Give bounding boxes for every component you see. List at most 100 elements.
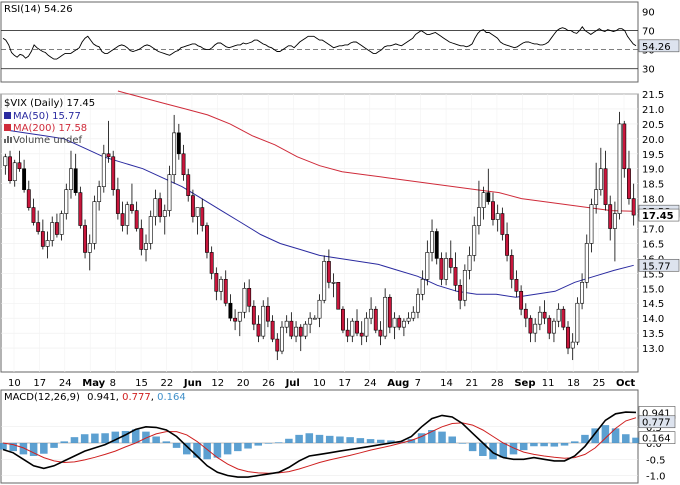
price-legend: MA(50) 15.77 MA(200) 17.58 Volume undef — [4, 111, 87, 146]
candle — [528, 315, 533, 343]
candle — [308, 312, 313, 334]
candle — [594, 162, 599, 214]
candle — [228, 294, 233, 322]
legend-ma200: MA(200) 17.58 — [13, 123, 87, 134]
candle — [378, 321, 383, 346]
candle — [341, 306, 345, 334]
candle-body-down — [111, 156, 116, 190]
candle-body-up — [87, 243, 92, 253]
candle — [289, 312, 294, 340]
macd-histogram-bar — [570, 441, 579, 443]
candle-body-up — [364, 317, 369, 337]
rsi-current-label: 54.26 — [642, 42, 671, 53]
candle — [69, 150, 73, 199]
candle-body-down — [270, 320, 275, 340]
candle-body-down — [378, 329, 383, 337]
macd-histogram-bar — [295, 434, 303, 443]
macd-histogram-bar — [346, 437, 354, 443]
candle-body-down — [8, 156, 12, 181]
candle — [589, 198, 594, 253]
candle — [542, 300, 547, 325]
macd-histogram-bar — [325, 435, 334, 443]
price-y-tick: 14.5 — [642, 299, 664, 310]
candle-body-up — [401, 320, 406, 328]
hist-current-box — [638, 431, 676, 444]
candle-body-up — [3, 156, 8, 167]
macd-histogram-bar — [428, 430, 436, 443]
candle — [317, 294, 322, 328]
macd-histogram-bar — [601, 425, 610, 443]
macd-histogram-bar — [183, 443, 191, 455]
candle — [205, 222, 209, 259]
candle — [78, 186, 83, 229]
candle-body-down — [603, 168, 608, 205]
candle-body-down — [298, 326, 303, 337]
price-current-label: 17.45 — [642, 211, 674, 222]
candle — [580, 273, 585, 310]
macd-histogram-bar — [274, 442, 283, 443]
candle-body-down — [265, 305, 270, 322]
candle — [298, 324, 303, 352]
candle-body-down — [275, 338, 280, 352]
candle — [575, 297, 580, 346]
candle — [331, 273, 336, 298]
x-tick-label: 7 — [415, 378, 421, 389]
candle — [223, 270, 228, 307]
candle — [176, 123, 181, 160]
price-y-tick: 19.5 — [642, 150, 664, 161]
candle-body-up — [533, 323, 538, 334]
candle — [401, 318, 406, 337]
candle — [233, 309, 238, 331]
legend-ma50: MA(50) 15.77 — [13, 111, 81, 122]
macd-y-tick: 0.5 — [646, 423, 662, 434]
x-tick-label: 10 — [8, 378, 21, 389]
candle-body-up — [64, 189, 69, 214]
candle — [111, 150, 116, 196]
macd-histogram-bar — [285, 438, 293, 443]
candle — [472, 216, 477, 262]
candle-body-up — [617, 123, 622, 214]
macd-histogram-bar — [121, 430, 130, 443]
price-y-tick: 13.0 — [642, 344, 664, 355]
candle — [303, 321, 308, 340]
candle-body-up — [331, 282, 336, 284]
candle-body-down — [448, 258, 453, 268]
macd-histogram-bar — [315, 434, 324, 443]
candle — [8, 150, 12, 184]
candle — [505, 222, 509, 262]
signal-current-box — [638, 415, 676, 429]
candle — [514, 270, 519, 298]
candle-body-down — [491, 201, 495, 220]
candle-body-up — [69, 168, 73, 190]
candle-body-up — [12, 162, 17, 181]
candle-body-up — [594, 189, 599, 205]
candle — [322, 255, 327, 304]
candle-body-up — [369, 308, 374, 319]
x-tick-label: 14 — [440, 378, 453, 389]
macd-title: MACD(12,26,9) 0.941, 0.777, 0.164 — [4, 392, 186, 403]
ma200-line — [117, 90, 634, 212]
x-tick-label: 17 — [338, 378, 351, 389]
macd-histogram-bar — [591, 428, 599, 443]
candle — [242, 282, 247, 319]
candle — [336, 282, 341, 310]
candle — [495, 204, 500, 232]
candle — [326, 249, 331, 289]
candle — [158, 192, 163, 223]
candle — [101, 144, 106, 193]
macd-histogram-bar — [611, 428, 620, 443]
candle — [448, 240, 453, 274]
rsi-panel: RSI(14) 54.26 9070503054.26 — [0, 1, 680, 83]
legend-swatch-ma200 — [4, 124, 11, 131]
macd-histogram-bar — [417, 433, 426, 443]
candle — [425, 240, 430, 286]
candle-body-down — [186, 174, 191, 196]
macd-histogram-bar — [499, 443, 508, 458]
candle — [552, 318, 556, 343]
macd-histogram-bar — [0, 443, 7, 450]
candle — [467, 246, 472, 280]
candle-body-up — [148, 216, 153, 244]
candle — [387, 294, 392, 334]
price-title: $VIX (Daily) 17.45 — [4, 98, 95, 109]
candle — [139, 219, 144, 256]
